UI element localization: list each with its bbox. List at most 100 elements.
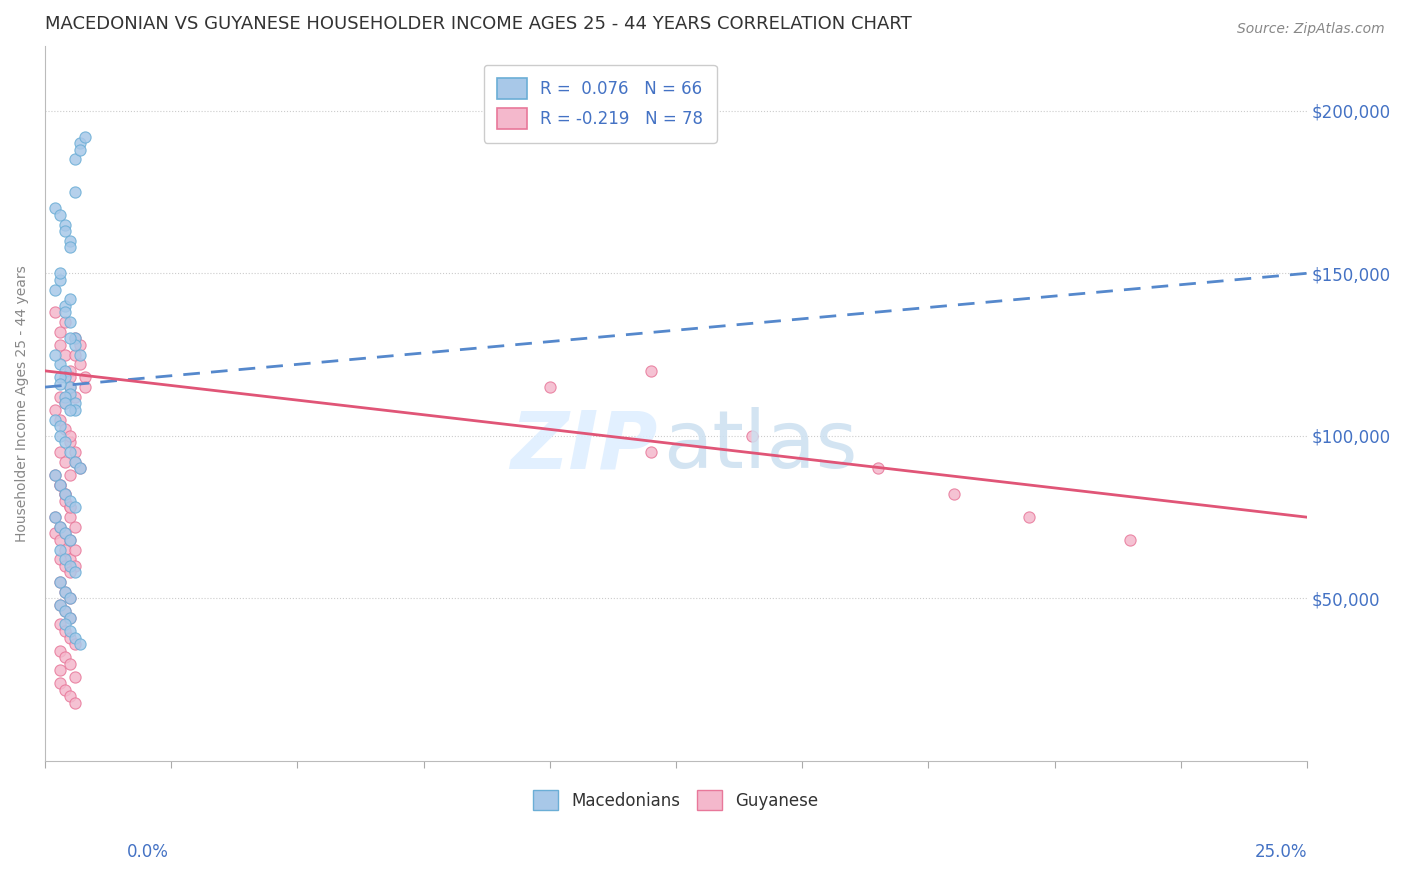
Point xyxy=(49,676,72,690)
Point xyxy=(53,552,76,566)
Point xyxy=(65,331,87,345)
Point xyxy=(53,370,76,384)
Point xyxy=(65,185,87,199)
Point xyxy=(75,380,97,394)
Point xyxy=(53,455,76,469)
Point xyxy=(59,552,82,566)
Point xyxy=(49,575,72,590)
Point xyxy=(49,273,72,287)
Point xyxy=(59,386,82,401)
Point xyxy=(640,364,662,378)
Point xyxy=(49,520,72,534)
Point xyxy=(59,631,82,645)
Point xyxy=(49,575,72,590)
Point xyxy=(69,348,91,362)
Point xyxy=(59,315,82,329)
Point xyxy=(65,696,87,710)
Point xyxy=(49,208,72,222)
Point xyxy=(44,510,66,524)
Point xyxy=(49,429,72,443)
Point xyxy=(44,467,66,482)
Point xyxy=(59,435,82,450)
Point xyxy=(53,605,76,619)
Point xyxy=(65,455,87,469)
Point xyxy=(59,467,82,482)
Point xyxy=(44,403,66,417)
Point xyxy=(866,461,889,475)
Point xyxy=(49,598,72,612)
Point xyxy=(65,669,87,683)
Point xyxy=(640,445,662,459)
Point xyxy=(513,120,536,134)
Point xyxy=(65,390,87,404)
Point xyxy=(49,357,72,371)
Point xyxy=(44,201,66,215)
Point xyxy=(49,598,72,612)
Point xyxy=(59,510,82,524)
Point xyxy=(65,153,87,167)
Point xyxy=(69,143,91,157)
Point xyxy=(49,477,72,491)
Point xyxy=(59,533,82,547)
Point xyxy=(49,419,72,434)
Point xyxy=(53,348,76,362)
Point xyxy=(53,364,76,378)
Point xyxy=(59,403,82,417)
Point xyxy=(69,637,91,651)
Point xyxy=(53,650,76,665)
Point xyxy=(59,624,82,638)
Point xyxy=(69,461,91,475)
Point xyxy=(59,591,82,606)
Point xyxy=(65,348,87,362)
Point xyxy=(69,136,91,151)
Point xyxy=(65,500,87,515)
Point xyxy=(49,663,72,677)
Point xyxy=(44,467,66,482)
Text: 0.0%: 0.0% xyxy=(127,843,169,861)
Point xyxy=(65,637,87,651)
Point xyxy=(44,348,66,362)
Point xyxy=(65,558,87,573)
Point xyxy=(59,558,82,573)
Point xyxy=(53,435,76,450)
Point xyxy=(65,338,87,352)
Point xyxy=(65,566,87,580)
Point xyxy=(59,566,82,580)
Point xyxy=(75,370,97,384)
Point xyxy=(942,487,965,501)
Point xyxy=(53,487,76,501)
Text: MACEDONIAN VS GUYANESE HOUSEHOLDER INCOME AGES 25 - 44 YEARS CORRELATION CHART: MACEDONIAN VS GUYANESE HOUSEHOLDER INCOM… xyxy=(45,15,911,33)
Point xyxy=(69,338,91,352)
Point xyxy=(49,520,72,534)
Point xyxy=(53,315,76,329)
Point xyxy=(53,396,76,410)
Point xyxy=(53,305,76,319)
Point xyxy=(49,643,72,657)
Point xyxy=(49,390,72,404)
Point xyxy=(65,542,87,557)
Point xyxy=(53,299,76,313)
Point xyxy=(53,422,76,436)
Point xyxy=(59,657,82,671)
Point xyxy=(59,380,82,394)
Point xyxy=(59,611,82,625)
Point xyxy=(59,689,82,703)
Point xyxy=(1119,533,1142,547)
Point xyxy=(69,461,91,475)
Point xyxy=(69,357,91,371)
Point xyxy=(53,526,76,541)
Point xyxy=(59,234,82,248)
Point xyxy=(59,611,82,625)
Point xyxy=(59,370,82,384)
Point xyxy=(59,533,82,547)
Point xyxy=(44,305,66,319)
Point xyxy=(49,477,72,491)
Point xyxy=(53,526,76,541)
Point xyxy=(75,129,97,144)
Point xyxy=(53,624,76,638)
Point xyxy=(53,585,76,599)
Point xyxy=(53,487,76,501)
Point xyxy=(49,370,72,384)
Point xyxy=(44,412,66,426)
Point xyxy=(65,403,87,417)
